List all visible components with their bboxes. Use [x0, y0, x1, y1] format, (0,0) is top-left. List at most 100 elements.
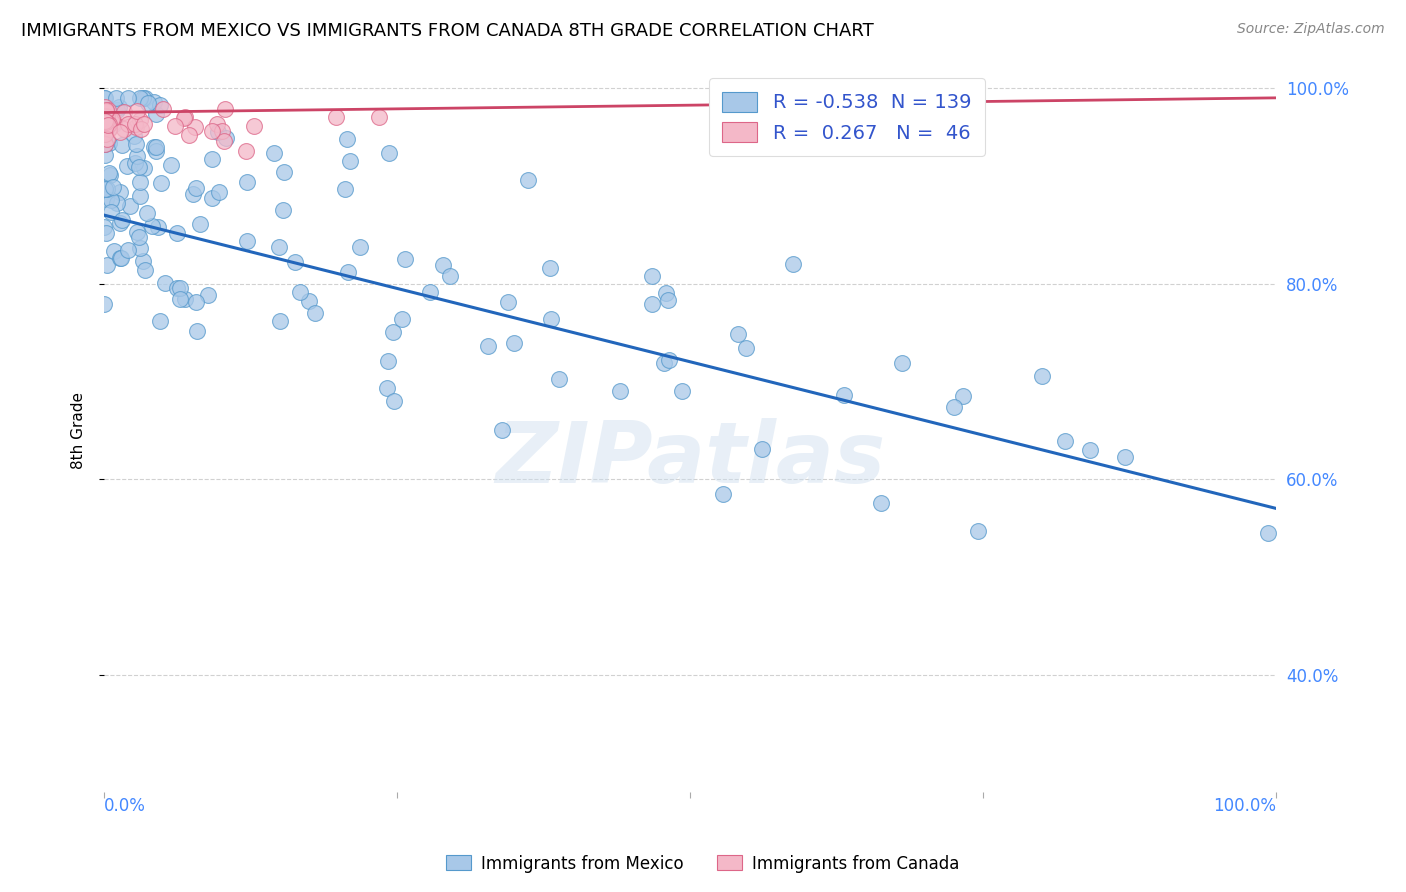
Point: [94, 227, 117, 241]
Point: [263, 145, 285, 160]
Point: [124, 155, 146, 169]
Point: [125, 225, 148, 239]
Point: [197, 288, 219, 302]
Point: [641, 297, 664, 311]
Point: [108, 216, 131, 230]
Point: [173, 111, 195, 125]
Point: [152, 103, 174, 117]
Point: [181, 186, 204, 201]
Point: [128, 230, 150, 244]
Point: [269, 314, 291, 328]
Point: [173, 111, 195, 125]
Point: [284, 255, 307, 269]
Point: [201, 153, 224, 167]
Point: [94, 100, 117, 114]
Point: [134, 262, 156, 277]
Point: [97, 103, 120, 117]
Point: [94, 182, 117, 196]
Point: [108, 125, 131, 139]
Point: [516, 173, 538, 187]
Point: [658, 353, 681, 368]
Point: [179, 128, 201, 142]
Point: [235, 145, 257, 159]
Point: [101, 112, 124, 126]
Point: [391, 312, 413, 326]
Point: [869, 496, 891, 510]
Point: [148, 219, 170, 234]
Point: [271, 202, 294, 217]
Point: [188, 217, 211, 231]
Point: [94, 121, 117, 136]
Point: [1257, 526, 1279, 541]
Point: [96, 132, 118, 146]
Point: [128, 175, 150, 189]
Point: [93, 91, 115, 105]
Point: [94, 125, 117, 139]
Point: [150, 176, 173, 190]
Text: ZIPatlas: ZIPatlas: [495, 417, 886, 500]
Point: [97, 166, 120, 180]
Point: [100, 193, 122, 207]
Point: [149, 98, 172, 112]
Point: [477, 339, 499, 353]
Point: [1078, 443, 1101, 458]
Point: [652, 355, 675, 369]
Point: [641, 268, 664, 283]
Point: [103, 114, 125, 128]
Point: [125, 120, 148, 134]
Point: [131, 91, 153, 105]
Point: [131, 121, 153, 136]
Point: [214, 102, 236, 116]
Point: [377, 380, 399, 394]
Point: [169, 281, 191, 295]
Point: [94, 103, 117, 117]
Point: [419, 285, 441, 299]
Point: [153, 277, 176, 291]
Point: [129, 113, 152, 128]
Point: [110, 251, 132, 265]
Point: [96, 182, 118, 196]
Point: [148, 314, 170, 328]
Point: [117, 159, 139, 173]
Point: [304, 306, 326, 320]
Point: [117, 91, 139, 105]
Point: [349, 240, 371, 254]
Point: [145, 107, 167, 121]
Point: [942, 400, 965, 414]
Point: [891, 356, 914, 370]
Point: [243, 119, 266, 133]
Point: [141, 219, 163, 233]
Point: [288, 285, 311, 299]
Point: [94, 115, 117, 129]
Point: [236, 176, 259, 190]
Point: [142, 139, 165, 153]
Point: [103, 244, 125, 258]
Point: [1031, 368, 1053, 383]
Point: [184, 180, 207, 194]
Point: [117, 117, 139, 131]
Point: [333, 181, 356, 195]
Point: [657, 293, 679, 307]
Point: [439, 268, 461, 283]
Point: [98, 168, 121, 182]
Point: [145, 144, 167, 158]
Point: [145, 140, 167, 154]
Point: [496, 295, 519, 310]
Point: [201, 191, 224, 205]
Point: [93, 220, 115, 235]
Point: [128, 189, 150, 203]
Point: [207, 186, 229, 200]
Point: [97, 118, 120, 132]
Point: [160, 157, 183, 171]
Point: [98, 122, 121, 136]
Point: [101, 111, 124, 125]
Point: [94, 148, 117, 162]
Point: [540, 260, 562, 275]
Point: [94, 136, 117, 151]
Point: [336, 265, 359, 279]
Point: [174, 293, 197, 307]
Point: [96, 258, 118, 272]
Point: [671, 384, 693, 398]
Y-axis label: 8th Grade: 8th Grade: [72, 392, 86, 468]
Point: [107, 100, 129, 114]
